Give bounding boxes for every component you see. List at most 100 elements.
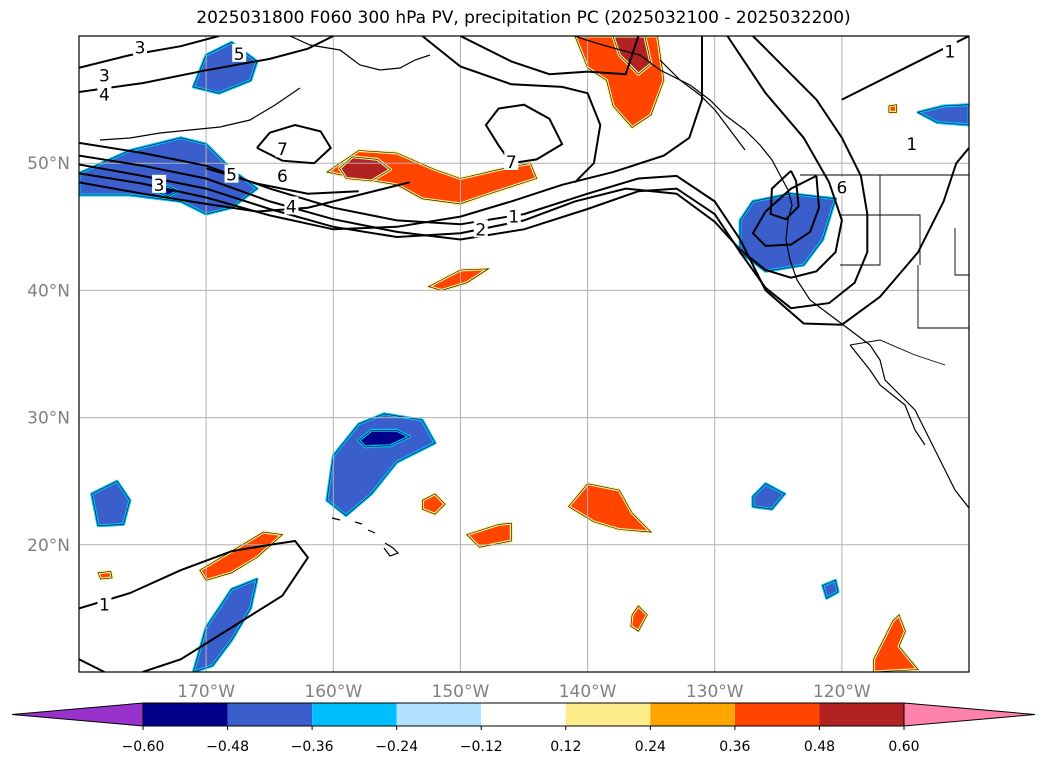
political-borders xyxy=(800,174,969,366)
hawaii-islands xyxy=(331,517,400,557)
coastline-aleutians xyxy=(99,87,301,141)
contour-label-14: 1 xyxy=(906,135,917,155)
precip-outline-16 xyxy=(199,531,284,581)
pv-contour-7-12 xyxy=(484,103,564,165)
coastline-panhandle xyxy=(659,59,746,151)
colorbar-segment-4 xyxy=(481,703,566,726)
contour-label-bg-1 xyxy=(97,65,112,84)
lat-tick-label-2: 30°N xyxy=(27,409,70,429)
precip-outline-8 xyxy=(752,483,786,510)
pv-contour-5-13 xyxy=(421,36,602,184)
colorbar-segment-5 xyxy=(565,703,651,726)
pv-contour-1-15 xyxy=(79,539,310,672)
colorbar: −0.60 −0.48 −0.36 −0.24 −0.12 0.12 0.24 0.36 0.4… xyxy=(11,702,1036,755)
colorbar-frame xyxy=(142,702,905,727)
contour-label-4: 7 xyxy=(277,140,288,160)
precip-outline-5 xyxy=(358,430,411,448)
precip-outline-15 xyxy=(427,268,490,291)
colorbar-segment-1 xyxy=(227,703,313,726)
lon-tick-label-2: 150°W xyxy=(432,682,490,702)
colorbar-tick-label-1: −0.48 xyxy=(206,739,249,755)
contour-label-6: 5 xyxy=(226,166,237,186)
pv-contour-4-10 xyxy=(79,36,334,93)
contour-label-bg-2 xyxy=(97,84,112,103)
contour-label-bg-13 xyxy=(834,177,849,196)
pv-contour-5-7 xyxy=(79,181,410,213)
lat-tick-label-0: 50°N xyxy=(27,154,70,174)
contour-label-12: 7 xyxy=(506,153,517,173)
lon-tick-label-3: 140°W xyxy=(559,682,617,702)
lon-tick-label-0: 170°W xyxy=(177,682,235,702)
coastline-baja xyxy=(849,344,926,446)
contour-label-1: 3 xyxy=(99,66,110,86)
precip-outline-10 xyxy=(917,104,969,126)
colorbar-segment-2 xyxy=(312,703,397,726)
precip-outline-18 xyxy=(422,493,446,515)
contour-label-15: 1 xyxy=(945,42,956,62)
chart-title: 2025031800 F060 300 hPa PV, precipitatio… xyxy=(196,8,851,28)
contour-label-7: 4 xyxy=(286,197,297,217)
colorbar-tick-label-7: 0.36 xyxy=(719,739,750,755)
lat-tick-label-3: 20°N xyxy=(27,536,70,556)
contour-label-2: 4 xyxy=(99,86,110,106)
precip-outline-7 xyxy=(193,578,258,672)
colorbar-tick-label-9: 0.60 xyxy=(888,739,919,755)
colorbar-tick-label-4: −0.12 xyxy=(460,739,503,755)
contour-label-bg-15 xyxy=(942,41,957,60)
contour-label-bg-7 xyxy=(284,196,299,215)
pv-contour-6-5 xyxy=(751,175,821,247)
precip-outline-21 xyxy=(630,605,648,632)
contour-label-11: 1 xyxy=(99,596,110,616)
precip-outline-11 xyxy=(326,150,538,205)
colorbar-segment-0 xyxy=(143,703,228,726)
contour-label-bg-3 xyxy=(232,43,247,62)
colorbar-extend-low xyxy=(11,702,144,727)
precip-outline-17 xyxy=(97,571,113,580)
precip-outline-14 xyxy=(612,36,652,75)
contour-label-bg-5 xyxy=(275,165,290,184)
contour-label-5: 6 xyxy=(277,167,288,187)
pv-contour-7-11 xyxy=(256,123,332,165)
lat-tick-label-1: 40°N xyxy=(27,281,70,301)
colorbar-tick-label-2: −0.36 xyxy=(291,739,334,755)
colorbar-segment-7 xyxy=(734,703,820,726)
pv-contour-3-3 xyxy=(79,36,843,279)
precip-outline-6 xyxy=(91,480,131,527)
contour-label-bg-4 xyxy=(275,139,290,158)
lon-tick-label-5: 120°W xyxy=(813,682,871,702)
colorbar-tick-label-3: −0.24 xyxy=(375,739,418,755)
pv-contour-2-2 xyxy=(79,36,869,310)
precip-outline-23 xyxy=(888,104,897,113)
contour-label-3: 5 xyxy=(234,45,245,65)
contour-label-10: 1 xyxy=(508,208,519,228)
contour-label-bg-9 xyxy=(473,219,488,238)
colorbar-extend-high xyxy=(903,702,1036,727)
longitude-ticks: 170°W 160°W 150°W 140°W 130°W 120°W xyxy=(177,682,871,702)
colorbar-tick-label-8: 0.48 xyxy=(804,739,835,755)
pv-contour-7-6 xyxy=(769,170,800,221)
coastline-north-america xyxy=(574,36,969,509)
contour-label-bg-11 xyxy=(97,594,112,613)
colorbar-tick-label-5: 0.12 xyxy=(550,739,581,755)
state-borders xyxy=(840,175,969,329)
precip-outline-20 xyxy=(568,483,652,533)
colorbar-segment-6 xyxy=(650,703,735,726)
pv-contour-4-14 xyxy=(459,36,640,76)
contour-label-13: 6 xyxy=(836,178,847,198)
latitude-ticks: 50°N 40°N 30°N 20°N xyxy=(27,154,70,556)
lon-tick-label-1: 160°W xyxy=(304,682,362,702)
contour-label-8: 3 xyxy=(154,176,165,196)
contour-label-bg-10 xyxy=(506,206,521,225)
pv-contour-1-0 xyxy=(79,141,969,326)
precip-outline-0 xyxy=(79,137,258,215)
precip-outline-9 xyxy=(822,579,839,599)
gridlines xyxy=(79,36,969,672)
contour-label-9: 2 xyxy=(475,220,486,240)
pv-contour-1-16 xyxy=(79,658,105,672)
colorbar-tick-label-6: 0.24 xyxy=(635,739,666,755)
lon-tick-label-4: 130°W xyxy=(686,682,744,702)
contour-label-bg-6 xyxy=(224,164,239,183)
contour-label-bg-14 xyxy=(904,134,919,153)
